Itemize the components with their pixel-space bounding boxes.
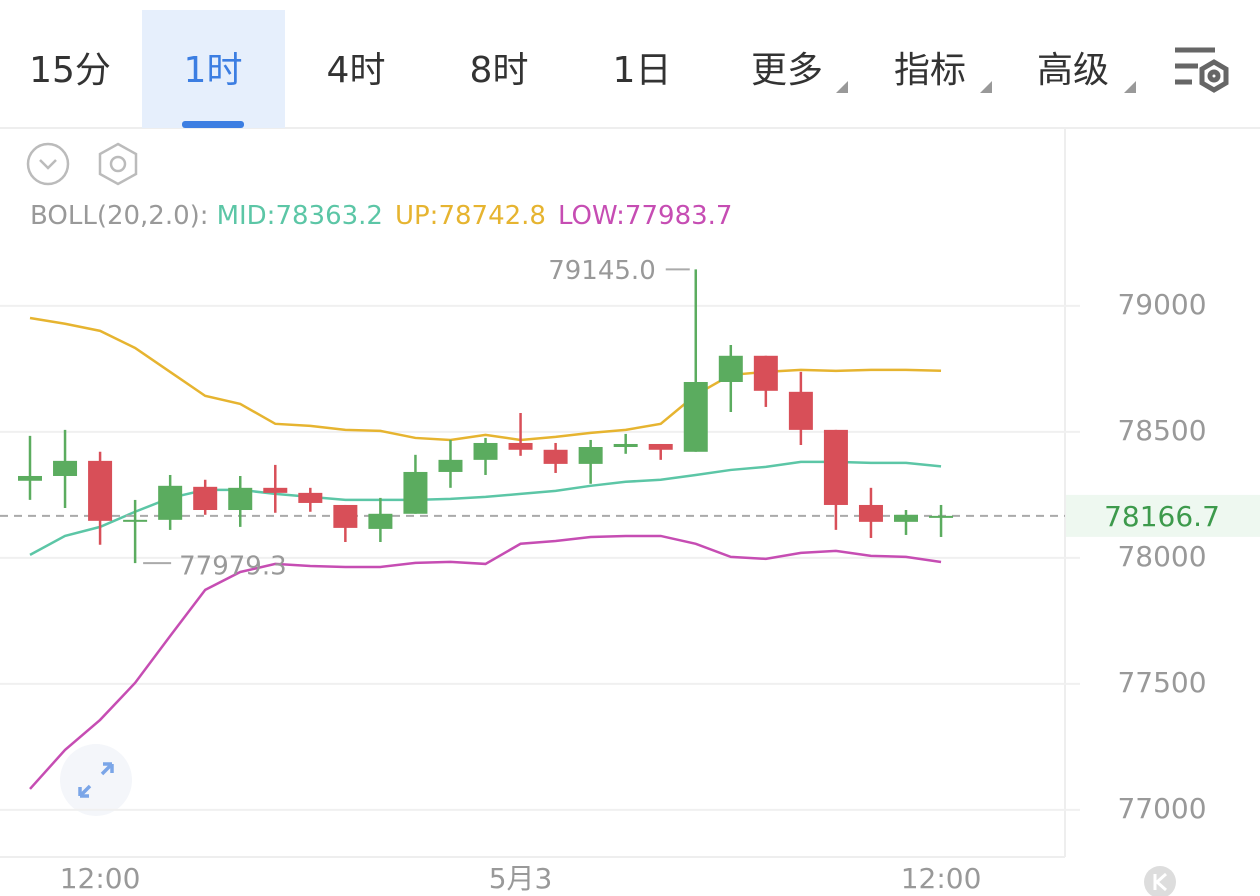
candle-body <box>228 487 253 511</box>
dropdown-marks <box>836 81 1136 93</box>
tab[interactable]: 高级 <box>1037 50 1109 91</box>
candle-body <box>858 504 883 522</box>
candle-body <box>193 486 218 511</box>
last-price-tag <box>1066 494 1260 537</box>
settings-icon[interactable] <box>1175 47 1229 93</box>
expand-button[interactable] <box>60 744 132 816</box>
candle-body <box>18 475 42 481</box>
chart-tools[interactable] <box>26 142 138 186</box>
active-tab-bg <box>142 10 285 128</box>
candle-body <box>894 514 918 522</box>
x-tick-label: 5月3 <box>489 862 553 895</box>
candle-body <box>613 443 638 448</box>
candle-body <box>368 513 393 529</box>
candle-body <box>648 443 673 450</box>
tab[interactable]: 1日 <box>613 50 672 91</box>
tab[interactable]: 更多 <box>751 50 823 91</box>
candle-body <box>788 391 813 430</box>
y-tick-label: 77000 <box>1117 792 1206 825</box>
last-price-label: 78166.7 <box>1104 500 1220 533</box>
tab[interactable]: 15分 <box>29 50 111 91</box>
candle-body <box>508 442 533 450</box>
y-tick-label: 79000 <box>1117 288 1206 321</box>
dropdown-mark <box>980 81 992 93</box>
candle-body <box>438 459 463 472</box>
low-annotation: 77979.3 <box>179 552 287 582</box>
candle-body <box>403 471 428 514</box>
legend-entry: LOW:77983.7 <box>558 201 732 231</box>
y-tick-label: 77500 <box>1117 666 1206 699</box>
candle-body <box>578 447 603 464</box>
y-tick-label: 78500 <box>1117 414 1206 447</box>
candle-body <box>929 515 954 518</box>
candle-body <box>88 460 113 521</box>
candle-body <box>753 355 778 391</box>
candle-body <box>263 487 288 493</box>
indicator-line <box>29 316 942 442</box>
candle-body <box>543 449 568 464</box>
indicator-name: BOLL(20,2.0): <box>30 201 209 231</box>
legend-entry: MID:78363.2 <box>217 201 383 231</box>
candle-body <box>158 485 183 520</box>
k-badge[interactable] <box>1144 866 1176 896</box>
high-annotation: 79145.0 <box>548 256 656 286</box>
candle-body <box>123 519 148 522</box>
legend-entry: UP:78742.8 <box>395 201 546 231</box>
active-tab-indicator <box>182 121 244 128</box>
indicator-line <box>29 534 942 790</box>
tab[interactable]: 1时 <box>184 50 243 91</box>
tab[interactable]: 指标 <box>894 50 966 91</box>
candle-body <box>333 504 358 528</box>
candle-body <box>823 429 848 505</box>
candle-body <box>53 460 78 476</box>
dropdown-mark <box>1124 81 1136 93</box>
candle-body <box>473 442 498 460</box>
x-tick-label: 12:00 <box>901 862 982 895</box>
y-tick-label: 78000 <box>1117 540 1206 573</box>
indicator-legend: BOLL(20,2.0): MID:78363.2 UP:78742.8 LOW:77… <box>30 201 732 231</box>
tab[interactable]: 4时 <box>327 50 386 91</box>
tab[interactable]: 8时 <box>470 50 529 91</box>
dropdown-mark <box>836 81 848 93</box>
candle-body <box>298 492 323 503</box>
candle-body <box>683 381 708 452</box>
x-tick-label: 12:00 <box>60 862 141 895</box>
candle-body <box>718 355 743 382</box>
